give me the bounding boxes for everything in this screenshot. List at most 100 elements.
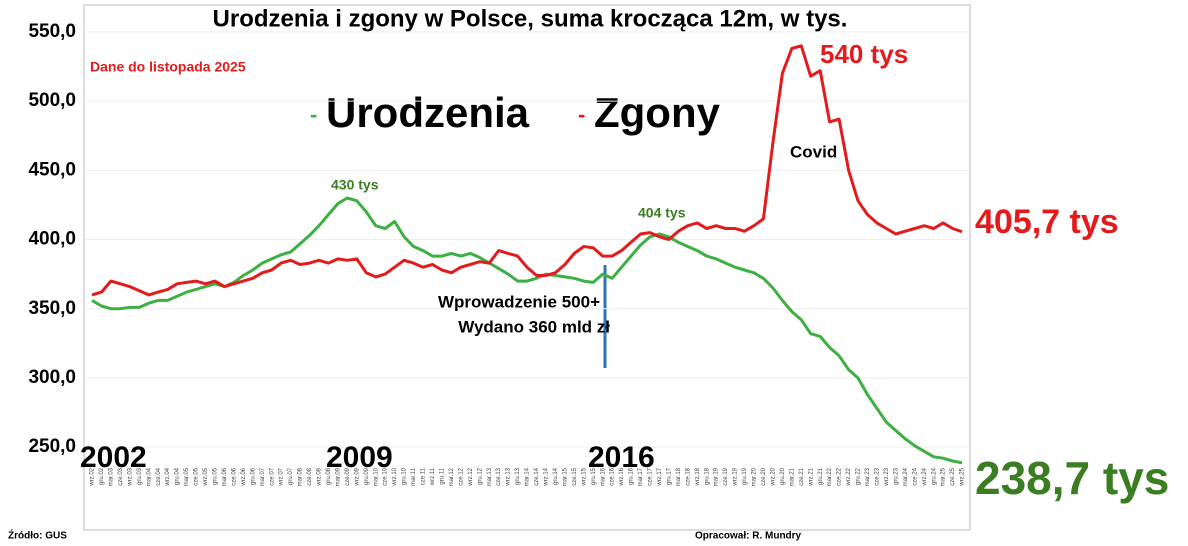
x-tick-label: mar.10 xyxy=(373,467,379,486)
x-tick-label: wrz.05 xyxy=(203,467,209,486)
x-tick-label: cze.21 xyxy=(799,467,805,485)
x-tick-label: cze.19 xyxy=(723,467,729,485)
legend-label: Urodzenia xyxy=(326,89,530,136)
x-tick-label: gru.06 xyxy=(250,467,256,485)
x-tick-label: gru.22 xyxy=(856,467,862,485)
x-tick-label: cze.15 xyxy=(572,467,578,485)
x-tick-label: mar.16 xyxy=(600,467,606,486)
x-tick-label: cze.06 xyxy=(231,467,237,485)
x-tick-label: cze.05 xyxy=(194,467,200,485)
x-tick-label: mar.21 xyxy=(789,467,795,486)
x-tick-label: mar.14 xyxy=(525,467,531,486)
x-tick-label: gru.19 xyxy=(742,467,748,485)
x-tick-label: gru.23 xyxy=(893,467,899,485)
x-tick-label: gru.07 xyxy=(288,467,294,485)
x-tick-label: gru.18 xyxy=(704,467,710,485)
x-tick-label: wrz.20 xyxy=(770,467,776,486)
x-tick-label: mar.24 xyxy=(903,467,909,486)
x-tick-label: wrz.17 xyxy=(657,467,663,486)
annotation: 404 tys xyxy=(638,205,686,221)
x-tick-label: cze.16 xyxy=(610,467,616,485)
x-tick-label: gru.09 xyxy=(364,467,370,485)
x-tick-label: cze.03 xyxy=(118,467,124,485)
x-tick-label: cze.13 xyxy=(496,467,502,485)
y-tick-label: 500,0 xyxy=(28,90,76,111)
x-tick-label: mar.15 xyxy=(562,467,568,486)
x-tick-label: cze.23 xyxy=(875,467,881,485)
series-line xyxy=(91,44,963,297)
author: Opracował: R. Mundry xyxy=(695,531,802,542)
x-tick-label: wrz.19 xyxy=(733,467,739,486)
source: Źródło: GUS xyxy=(8,529,67,542)
x-tick-label: cze.17 xyxy=(648,467,654,485)
x-tick-label: cze.10 xyxy=(383,467,389,485)
annotation: Wprowadzenie 500+ xyxy=(438,292,600,311)
annotation: 2009 xyxy=(326,441,393,474)
x-tick-label: cze.18 xyxy=(685,467,691,485)
x-tick-label: mar.18 xyxy=(676,467,682,486)
x-tick-label: mar.13 xyxy=(487,467,493,486)
annotation: 2002 xyxy=(80,441,147,474)
x-tick-label: wrz.23 xyxy=(884,467,890,486)
x-tick-label: wrz.09 xyxy=(354,467,360,486)
x-tick-label: wrz.04 xyxy=(165,467,171,486)
x-tick-label: gru.05 xyxy=(213,467,219,485)
x-tick-label: mar.19 xyxy=(714,467,720,486)
x-tick-label: gru.20 xyxy=(780,467,786,485)
legend-label: Zgony xyxy=(594,89,721,136)
chart-title: Urodzenia i zgony w Polsce, suma krocząc… xyxy=(213,5,848,32)
x-tick-label: wrz.06 xyxy=(241,467,247,486)
x-tick-label: gru.12 xyxy=(477,467,483,485)
x-tick-label: wrz.08 xyxy=(317,467,323,486)
annotation: 430 tys xyxy=(331,177,379,193)
x-tick-label: cze.11 xyxy=(421,467,427,485)
x-tick-label: cze.22 xyxy=(837,467,843,485)
x-tick-label: wrz.16 xyxy=(619,467,625,486)
x-tick-label: wrz.25 xyxy=(960,467,966,486)
annotation: 238,7 tys xyxy=(975,452,1169,504)
x-tick-label: wrz.12 xyxy=(468,467,474,486)
x-tick-label: wrz.22 xyxy=(846,467,852,486)
chart-subtitle: Dane do listopada 2025 xyxy=(90,59,246,75)
x-tick-label: wrz.11 xyxy=(430,467,436,486)
x-tick-label: cze.08 xyxy=(307,467,313,485)
x-tick-label: wrz.02 xyxy=(90,467,96,486)
x-tick-label: mar.08 xyxy=(298,467,304,486)
x-tick-label: mar.03 xyxy=(108,467,114,486)
x-tick-label: mar.22 xyxy=(827,467,833,486)
x-tick-label: mar.05 xyxy=(184,467,190,486)
x-tick-label: mar.20 xyxy=(752,467,758,486)
y-tick-label: 400,0 xyxy=(28,229,76,250)
x-tick-label: cze.24 xyxy=(912,467,918,485)
plot-frame xyxy=(83,4,971,531)
x-tick-label: gru.24 xyxy=(931,467,937,485)
x-tick-label: gru.13 xyxy=(515,467,521,485)
y-tick-label: 550,0 xyxy=(28,21,76,42)
x-tick-label: wrz.15 xyxy=(581,467,587,486)
x-tick-label: cze.20 xyxy=(761,467,767,485)
x-tick-label: gru.02 xyxy=(99,467,105,485)
x-tick-label: mar.06 xyxy=(222,467,228,486)
x-tick-label: mar.07 xyxy=(260,467,266,486)
x-tick-label: gru.16 xyxy=(629,467,635,485)
x-tick-label: mar.17 xyxy=(638,467,644,486)
x-tick-label: gru.11 xyxy=(439,467,445,484)
x-tick-label: mar.04 xyxy=(146,467,152,486)
x-tick-label: cze.04 xyxy=(156,467,162,485)
x-tick-label: mar.09 xyxy=(335,467,341,486)
x-tick-label: cze.09 xyxy=(345,467,351,485)
x-tick-label: gru.17 xyxy=(666,467,672,485)
series-line xyxy=(91,196,963,465)
x-tick-label: mar.23 xyxy=(865,467,871,486)
x-tick-label: wrz.07 xyxy=(279,467,285,486)
x-tick-label: cze.07 xyxy=(269,467,275,485)
x-tick-label: gru.04 xyxy=(175,467,181,485)
x-tick-label: mar.25 xyxy=(941,467,947,486)
x-tick-label: mar.12 xyxy=(449,467,455,486)
x-tick-label: wrz.13 xyxy=(506,467,512,486)
x-tick-label: wrz.21 xyxy=(808,467,814,486)
x-tick-label: gru.03 xyxy=(137,467,143,485)
x-tick-label: wrz.03 xyxy=(127,467,133,486)
